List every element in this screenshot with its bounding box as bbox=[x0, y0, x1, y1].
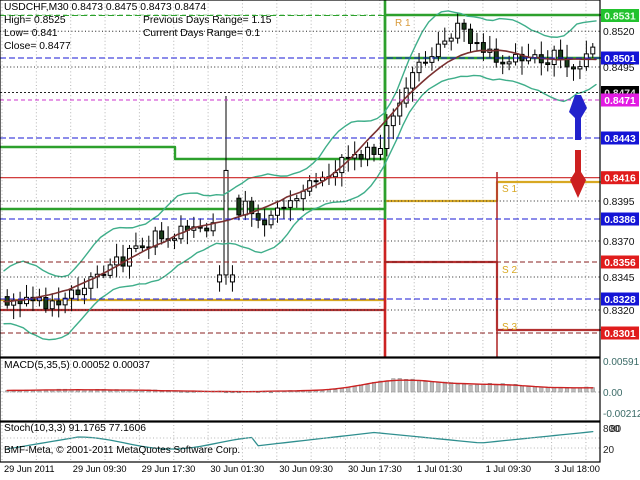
svg-text:Low= 0.841: Low= 0.841 bbox=[4, 28, 58, 39]
svg-text:0.8495: 0.8495 bbox=[603, 63, 635, 74]
svg-text:-0.00212: -0.00212 bbox=[603, 409, 640, 420]
svg-text:0.8395: 0.8395 bbox=[603, 197, 635, 208]
svg-text:USDCHF,M30 0.8473 0.8475 0.84: USDCHF,M30 0.8473 0.8475 0.8473 0.8474 bbox=[4, 2, 206, 13]
svg-text:0.8416: 0.8416 bbox=[604, 174, 636, 185]
svg-text:3 Jul 18:00: 3 Jul 18:00 bbox=[554, 464, 600, 474]
svg-text:BMF-Meta, © 2001-2011 MetaQuot: BMF-Meta, © 2001-2011 MetaQuotes Softwar… bbox=[4, 445, 240, 456]
svg-text:S 3: S 3 bbox=[502, 322, 517, 333]
svg-text:0.8328: 0.8328 bbox=[604, 295, 636, 306]
svg-text:29 Jun 2011: 29 Jun 2011 bbox=[4, 464, 55, 474]
svg-text:0.8356: 0.8356 bbox=[604, 258, 636, 269]
svg-text:30 Jun 17:30: 30 Jun 17:30 bbox=[348, 464, 402, 474]
svg-text:29 Jun 17:30: 29 Jun 17:30 bbox=[142, 464, 196, 474]
svg-text:0.8520: 0.8520 bbox=[603, 27, 635, 38]
svg-text:0.8345: 0.8345 bbox=[603, 273, 635, 284]
svg-text:0.00591: 0.00591 bbox=[603, 357, 640, 368]
svg-text:0.8471: 0.8471 bbox=[604, 96, 636, 107]
svg-text:High= 0.8525: High= 0.8525 bbox=[4, 15, 66, 26]
svg-text:0.8370: 0.8370 bbox=[603, 237, 635, 248]
svg-text:30 Jun 09:30: 30 Jun 09:30 bbox=[279, 464, 333, 474]
svg-text:S 2: S 2 bbox=[502, 265, 517, 276]
svg-text:0.8386: 0.8386 bbox=[604, 215, 636, 226]
svg-text:1 Jul 09:30: 1 Jul 09:30 bbox=[486, 464, 531, 474]
svg-text:0.00: 0.00 bbox=[603, 388, 623, 399]
svg-text:30 Jun 01:30: 30 Jun 01:30 bbox=[210, 464, 264, 474]
svg-text:1 Jul 01:30: 1 Jul 01:30 bbox=[417, 464, 463, 474]
svg-text:0.8301: 0.8301 bbox=[604, 329, 636, 340]
svg-text:Current Days Range= 0.1: Current Days Range= 0.1 bbox=[143, 28, 260, 39]
svg-text:0.8320: 0.8320 bbox=[603, 306, 635, 317]
svg-text:0.8443: 0.8443 bbox=[604, 134, 636, 145]
svg-text:S 1: S 1 bbox=[502, 184, 517, 195]
svg-text:MACD(5,35,5) 0.00052 0.00037: MACD(5,35,5) 0.00052 0.00037 bbox=[4, 360, 150, 371]
svg-text:Previous Days Range= 1.15: Previous Days Range= 1.15 bbox=[143, 15, 272, 26]
svg-text:20: 20 bbox=[603, 445, 615, 456]
svg-text:Stoch(10,3,3) 91.1765 77.1606: Stoch(10,3,3) 91.1765 77.1606 bbox=[4, 423, 146, 434]
svg-text:R 1: R 1 bbox=[395, 18, 411, 29]
svg-text:0.8531: 0.8531 bbox=[604, 11, 636, 22]
svg-text:80: 80 bbox=[610, 424, 622, 435]
svg-text:29 Jun 09:30: 29 Jun 09:30 bbox=[73, 464, 127, 474]
svg-text:Close= 0.8477: Close= 0.8477 bbox=[4, 41, 71, 52]
